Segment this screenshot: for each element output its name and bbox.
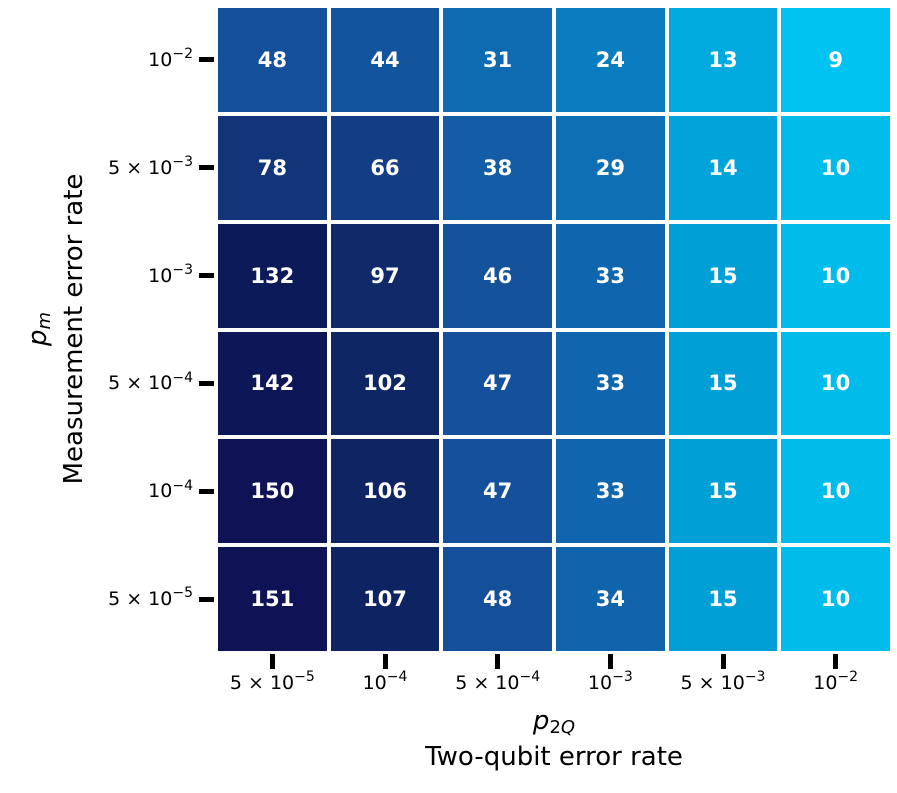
heatmap-cell: 15 (668, 439, 778, 544)
x-tick-mark (833, 654, 839, 669)
tick-base: 5 × 10 (455, 672, 520, 694)
heatmap-grid: 48 44 31 24 13 9 78 66 38 29 14 10 132 97 46 33 15 10 142 1… (218, 8, 890, 651)
heatmap-cell: 48 (443, 547, 552, 651)
tick-exponent: −2 (837, 669, 859, 686)
x-axis-symbol-sub-number: 2 (549, 716, 561, 738)
y-tick-label: 10−4 (0, 478, 193, 506)
tick-exponent: −3 (172, 154, 193, 171)
x-tick-label: 5 × 10−5 (202, 669, 342, 697)
y-tick-mark (199, 380, 214, 386)
y-axis-symbol: pm (22, 0, 57, 659)
heatmap-cell: 38 (443, 115, 552, 220)
heatmap-cell: 132 (218, 223, 327, 328)
heatmap-cell: 46 (443, 223, 552, 328)
x-axis-symbol-subscript: 2Q (549, 717, 575, 738)
heatmap-cell: 107 (330, 547, 440, 651)
tick-base: 10 (813, 672, 838, 694)
heatmap-cell: 10 (781, 115, 890, 220)
tick-exponent: −5 (172, 585, 193, 602)
tick-exponent: −3 (612, 669, 633, 686)
tick-exponent: −3 (172, 261, 193, 278)
heatmap-cell: 14 (668, 115, 778, 220)
y-axis-symbol-base: p (23, 329, 53, 347)
heatmap-cell: 48 (218, 8, 327, 112)
heatmap-cell: 29 (555, 115, 665, 220)
heatmap-cell: 66 (330, 115, 440, 220)
heatmap-cell: 34 (555, 547, 665, 651)
x-axis-label: Two-qubit error rate (425, 742, 683, 772)
tick-base: 10 (148, 264, 173, 287)
heatmap-cell: 44 (330, 8, 440, 112)
tick-base: 5 × 10 (680, 672, 745, 694)
heatmap-cell: 24 (555, 8, 665, 112)
tick-exponent: −4 (172, 477, 193, 494)
tick-base: 10 (362, 672, 387, 694)
heatmap-cell: 142 (218, 331, 327, 436)
heatmap-cell: 33 (555, 223, 665, 328)
x-tick-label: 5 × 10−4 (428, 669, 568, 697)
heatmap-cell: 97 (330, 223, 440, 328)
y-tick-mark (199, 57, 214, 63)
tick-base: 10 (587, 672, 613, 694)
heatmap-cell: 10 (781, 331, 890, 436)
heatmap-cell: 15 (668, 223, 778, 328)
tick-base: 5 × 10 (108, 588, 173, 611)
tick-exponent: −4 (519, 669, 541, 686)
x-axis-symbol-base: p (532, 706, 550, 736)
heatmap-cell: 13 (668, 8, 778, 112)
y-tick-label: 10−2 (0, 46, 193, 75)
heatmap-cell: 10 (781, 223, 890, 328)
y-tick-label: 5 × 10−4 (0, 370, 193, 398)
tick-base: 10 (148, 480, 173, 503)
tick-exponent: −4 (386, 669, 408, 686)
tick-exponent: −3 (744, 669, 766, 686)
heatmap-cell: 106 (330, 439, 440, 544)
heatmap-cell: 15 (668, 331, 778, 436)
x-tick-label: 5 × 10−3 (653, 669, 793, 697)
y-axis-label: Measurement error rate (59, 173, 89, 485)
tick-base: 10 (148, 48, 173, 71)
heatmap-cell: 10 (781, 439, 890, 544)
heatmap-cell: 33 (555, 331, 665, 436)
tick-base: 5 × 10 (108, 372, 173, 395)
heatmap-cell: 31 (443, 8, 552, 112)
x-tick-mark (269, 654, 275, 669)
heatmap-cell: 102 (330, 331, 440, 436)
y-axis-symbol-subscript: m (33, 311, 55, 330)
tick-exponent: −4 (172, 369, 193, 386)
y-axis-title: pm Measurement error rate (22, 0, 92, 659)
y-tick-mark (199, 488, 214, 494)
heatmap-cell: 47 (443, 331, 552, 436)
x-tick-label: 10−3 (540, 669, 680, 697)
y-tick-mark (199, 273, 214, 279)
heatmap-cell: 10 (781, 547, 890, 651)
y-tick-label: 10−3 (0, 261, 193, 291)
tick-base: 5 × 10 (108, 156, 173, 179)
heatmap-cell: 15 (668, 547, 778, 651)
x-tick-mark (720, 654, 726, 669)
x-axis-title: p2Q Two-qubit error rate (218, 705, 890, 774)
heatmap-cell: 150 (218, 439, 327, 544)
heatmap-cell: 9 (781, 8, 890, 112)
heatmap-cell: 78 (218, 115, 327, 220)
heatmap-cell: 47 (443, 439, 552, 544)
x-tick-mark (495, 654, 501, 669)
x-tick-mark (607, 654, 613, 669)
tick-exponent: −5 (294, 669, 315, 686)
x-tick-mark (382, 654, 388, 669)
tick-exponent: −2 (172, 46, 193, 63)
x-tick-label: 10−2 (766, 669, 897, 697)
heatmap-cell: 151 (218, 547, 327, 651)
y-tick-mark (199, 596, 214, 602)
x-axis-symbol-sub-letter: Q (560, 716, 576, 738)
heatmap-cell: 33 (555, 439, 665, 544)
x-axis-symbol: p2Q (218, 705, 890, 740)
tick-base: 5 × 10 (229, 672, 295, 694)
x-tick-label: 10−4 (315, 669, 455, 697)
y-tick-mark (199, 165, 214, 171)
y-tick-label: 5 × 10−5 (0, 585, 193, 614)
y-tick-label: 5 × 10−3 (0, 154, 193, 183)
